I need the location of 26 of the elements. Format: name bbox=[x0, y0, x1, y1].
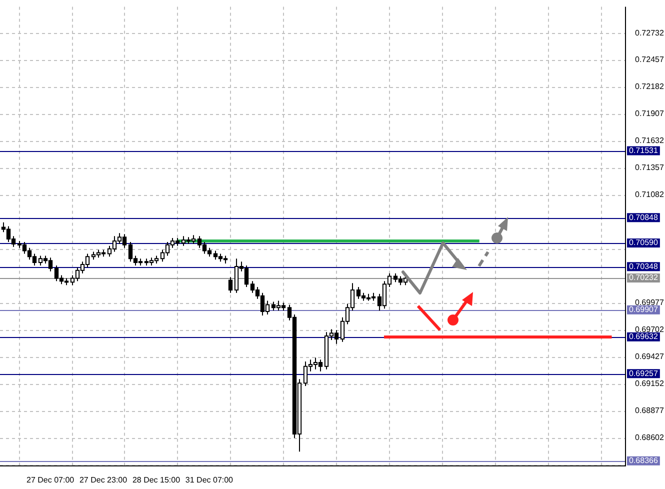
y-tick-label: 0.71907 bbox=[635, 109, 664, 118]
ref-line-label: 0.70848 bbox=[629, 212, 658, 222]
x-tick-label: 27 Dec 23:00 bbox=[79, 475, 128, 484]
y-tick-label: 0.71632 bbox=[635, 136, 664, 146]
x-tick-label: 28 Dec 15:00 bbox=[132, 475, 181, 484]
ref-line-label: 0.69907 bbox=[629, 305, 658, 314]
ref-line-label: 0.71531 bbox=[629, 146, 658, 155]
x-tick-label: 27 Dec 07:00 bbox=[26, 475, 75, 484]
y-tick-label: 0.68602 bbox=[635, 432, 664, 442]
y-tick-label: 0.69427 bbox=[635, 352, 664, 362]
ref-line-label: 0.70232 bbox=[629, 273, 658, 282]
ref-line-label: 0.70590 bbox=[629, 238, 658, 248]
ref-line-label: 0.69257 bbox=[629, 368, 658, 378]
y-tick-label: 0.71082 bbox=[635, 190, 664, 199]
y-tick-label: 0.69977 bbox=[635, 298, 664, 308]
y-tick-label: 0.72182 bbox=[635, 82, 664, 92]
y-tick-label: 0.72457 bbox=[635, 55, 664, 64]
y-tick-label: 0.69702 bbox=[635, 325, 664, 334]
y-tick-label: 0.68877 bbox=[635, 406, 664, 416]
ref-line-label: 0.70348 bbox=[629, 262, 658, 271]
ref-line-label: 0.69632 bbox=[629, 332, 658, 342]
y-tick-label: 0.71357 bbox=[635, 163, 664, 172]
x-tick-label: 31 Dec 07:00 bbox=[185, 475, 234, 484]
y-tick-label: 0.72732 bbox=[635, 28, 664, 38]
ref-line-label: 0.68366 bbox=[629, 456, 658, 466]
y-tick-label: 0.69152 bbox=[635, 379, 664, 388]
